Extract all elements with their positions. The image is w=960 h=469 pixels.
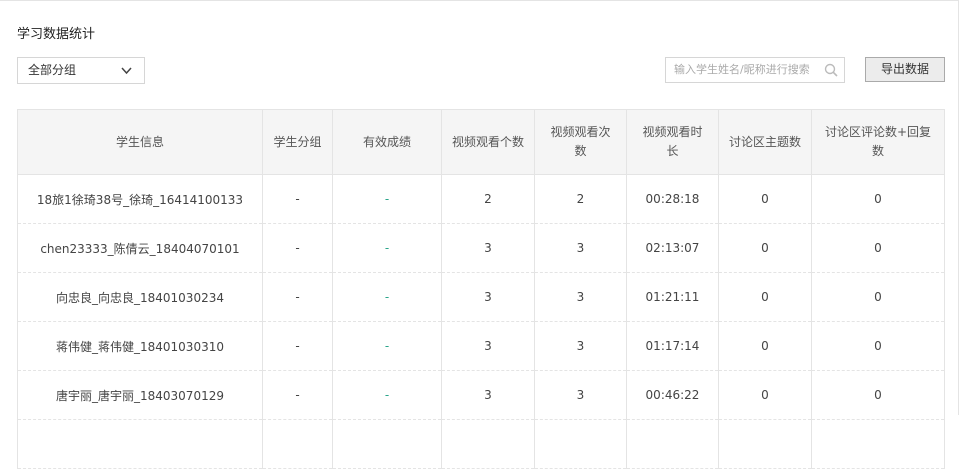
table-cell: 00:28:18 [626, 174, 719, 224]
column-header: 视频观看个数 [441, 109, 535, 175]
table-cell [811, 419, 945, 469]
table-cell: 01:21:11 [626, 272, 719, 322]
header-row: 学生信息 学生分组 有效成绩 视频观看个数 视频观看次数 视频观看时长 讨论区主题数 讨论区评… [17, 109, 945, 175]
page-title: 学习数据统计 [17, 27, 96, 42]
table-cell [262, 419, 333, 469]
chevron-icon [121, 67, 132, 75]
table-row: 18旅1徐琦38号_徐琦_16414100133- -2 2 00:28:18 0 0 [17, 174, 945, 224]
table-cell: 0 [718, 272, 812, 322]
table-cell: chen23333_陈倩云_18404070101 [17, 223, 263, 273]
column-header: 学生分组 [262, 109, 333, 175]
table-cell [441, 419, 535, 469]
table-cell: - [262, 174, 333, 224]
table-cell: 2 [441, 174, 535, 224]
stats-table: 学生信息 学生分组 有效成绩 视频观看个数 视频观看次数 视频观看时长 讨论区主题数 讨论区评… [17, 109, 945, 469]
table-cell: - [332, 321, 442, 371]
table-cell: 蒋伟健_蒋伟健_18401030310 [17, 321, 263, 371]
table-row: chen23333_陈倩云_18404070101- -3 3 02:13:07 0 0 [17, 223, 945, 273]
export-button[interactable]: 导出数据 [865, 57, 945, 82]
column-header: 学生信息 [17, 109, 263, 175]
table-cell: - [262, 370, 333, 420]
table-cell: 3 [441, 370, 535, 420]
column-header: 讨论区评论数+回复数 [811, 109, 945, 175]
search-input[interactable]: 输入学生姓名/昵称进行搜索 [665, 57, 845, 83]
table-cell: 3 [441, 223, 535, 273]
table-cell: 02:13:07 [626, 223, 719, 273]
table-cell: 0 [718, 174, 812, 224]
group-select[interactable]: 全部分组 [17, 57, 145, 84]
table-cell: - [332, 174, 442, 224]
table-cell: 0 [718, 370, 812, 420]
table-cell [534, 419, 627, 469]
table-cell: 18旅1徐琦38号_徐琦_16414100133 [17, 174, 263, 224]
table-cell: 01:17:14 [626, 321, 719, 371]
table-cell: - [262, 223, 333, 273]
table-cell [332, 419, 442, 469]
search-icon [824, 63, 838, 77]
select-value: 全部分组 [28, 63, 77, 77]
panel [0, 0, 959, 415]
table-row: 唐宇丽_唐宇丽_18403070129- -3 3 00:46:22 0 0 [17, 370, 945, 420]
table-cell: 2 [534, 174, 627, 224]
table-cell: 向忠良_向忠良_18401030234 [17, 272, 263, 322]
table-cell [626, 419, 719, 469]
table-row: 向忠良_向忠良_18401030234- -3 3 01:21:11 0 0 [17, 272, 945, 322]
table-cell: 3 [441, 272, 535, 322]
table-cell: 唐宇丽_唐宇丽_18403070129 [17, 370, 263, 420]
column-header: 视频观看时长 [626, 109, 719, 175]
table-cell: 3 [534, 223, 627, 273]
table-cell: - [332, 370, 442, 420]
table-row [17, 419, 945, 469]
column-header: 有效成绩 [332, 109, 442, 175]
table-cell: 0 [811, 370, 945, 420]
table-cell: 0 [718, 223, 812, 273]
table-cell: - [262, 272, 333, 322]
table-cell: 0 [811, 272, 945, 322]
table-cell: - [262, 321, 333, 371]
table-row: 蒋伟健_蒋伟健_18401030310- -3 3 01:17:14 0 0 [17, 321, 945, 371]
search-placeholder: 输入学生姓名/昵称进行搜索 [674, 63, 810, 76]
column-header: 视频观看次数 [534, 109, 627, 175]
table-cell: 0 [718, 321, 812, 371]
table-cell: 3 [534, 321, 627, 371]
table-cell: 00:46:22 [626, 370, 719, 420]
table-cell [17, 419, 263, 469]
table-cell: - [332, 223, 442, 273]
table-cell: 0 [811, 174, 945, 224]
table-cell: 0 [811, 223, 945, 273]
column-header: 讨论区主题数 [718, 109, 812, 175]
table-cell: 0 [811, 321, 945, 371]
table-cell: - [332, 272, 442, 322]
table-cell: 3 [534, 272, 627, 322]
table-cell [718, 419, 812, 469]
table-cell: 3 [441, 321, 535, 371]
table-cell: 3 [534, 370, 627, 420]
